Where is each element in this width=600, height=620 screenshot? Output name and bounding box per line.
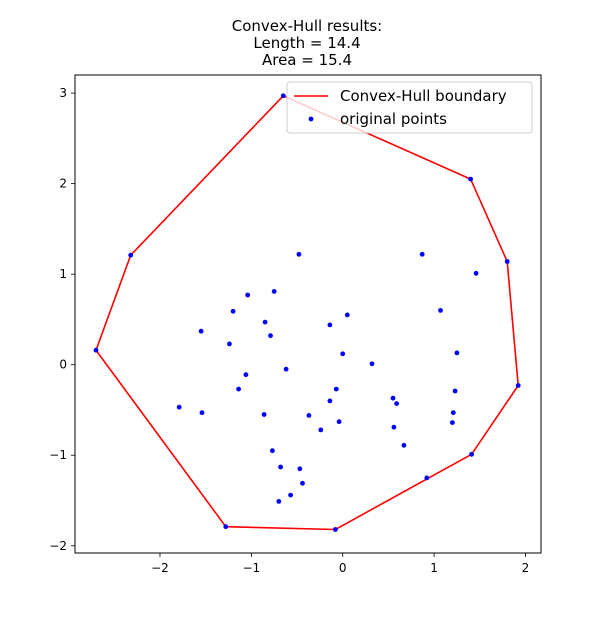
data-point (243, 372, 249, 378)
data-point (245, 292, 251, 298)
title-line-2: Length = 14.4 (253, 34, 360, 52)
x-tick-label: 1 (430, 561, 438, 575)
data-point (327, 322, 333, 328)
data-point (515, 383, 521, 388)
data-point (283, 366, 289, 372)
legend: Convex-Hull boundary original points (286, 81, 533, 134)
y-tick-label: 2 (59, 177, 67, 191)
data-point (300, 480, 305, 486)
legend-box (286, 81, 533, 134)
data-point (176, 404, 182, 410)
data-point (504, 259, 510, 264)
data-point (450, 420, 455, 425)
data-point (327, 398, 333, 404)
y-tick-label: −1 (49, 448, 67, 462)
y-tick-label: 3 (59, 86, 67, 100)
data-point (306, 413, 312, 418)
hull-boundary-line (95, 95, 520, 531)
data-point (93, 347, 99, 353)
data-point (288, 492, 293, 498)
data-point (333, 386, 339, 392)
data-point (390, 395, 396, 401)
axes-frame (74, 74, 542, 554)
data-point (468, 176, 473, 182)
data-point (424, 475, 430, 481)
data-point (199, 410, 205, 416)
legend-point-swatch (308, 116, 314, 122)
data-point (469, 451, 474, 457)
data-point (280, 93, 286, 99)
data-point (336, 419, 342, 425)
data-point (391, 424, 397, 430)
data-point (128, 252, 134, 258)
data-point (452, 388, 458, 394)
axis-ticks: −2 −1 0 1 2 −2 −1 0 1 2 3 (49, 86, 529, 575)
data-point (438, 308, 443, 313)
title-line-1: Convex-Hull results: (232, 17, 382, 35)
data-point (270, 448, 275, 454)
x-tick-label: −2 (151, 561, 169, 575)
data-point (198, 328, 204, 334)
data-point (450, 410, 456, 416)
x-tick-label: −1 (242, 561, 260, 575)
data-point (271, 289, 277, 294)
data-point (340, 351, 346, 357)
data-point (333, 527, 338, 532)
data-point (344, 312, 350, 318)
data-point (473, 270, 479, 276)
x-tick-label: 2 (522, 561, 530, 575)
y-tick-label: −2 (49, 539, 67, 553)
chart-title: Convex-Hull results: Length = 14.4 Area … (232, 17, 382, 69)
y-tick-label: 1 (59, 267, 67, 281)
data-point (230, 308, 236, 314)
data-point (276, 499, 282, 504)
data-point (296, 251, 302, 257)
data-point (297, 466, 303, 472)
data-point (261, 412, 267, 417)
data-point (268, 333, 273, 339)
data-point (454, 350, 460, 356)
data-point (223, 524, 229, 530)
data-point (401, 442, 407, 448)
legend-label-points: original points (340, 110, 447, 128)
legend-label-hull: Convex-Hull boundary (340, 87, 507, 105)
data-point (262, 319, 268, 325)
data-point (227, 341, 232, 347)
data-point (278, 464, 283, 470)
data-point (369, 361, 375, 367)
plot-content (93, 93, 521, 532)
data-point (318, 427, 324, 433)
y-tick-label: 0 (59, 358, 67, 372)
x-tick-label: 0 (339, 561, 347, 575)
data-point (236, 386, 242, 392)
title-line-3: Area = 15.4 (262, 51, 352, 69)
data-point (394, 401, 399, 406)
data-point (419, 251, 425, 257)
